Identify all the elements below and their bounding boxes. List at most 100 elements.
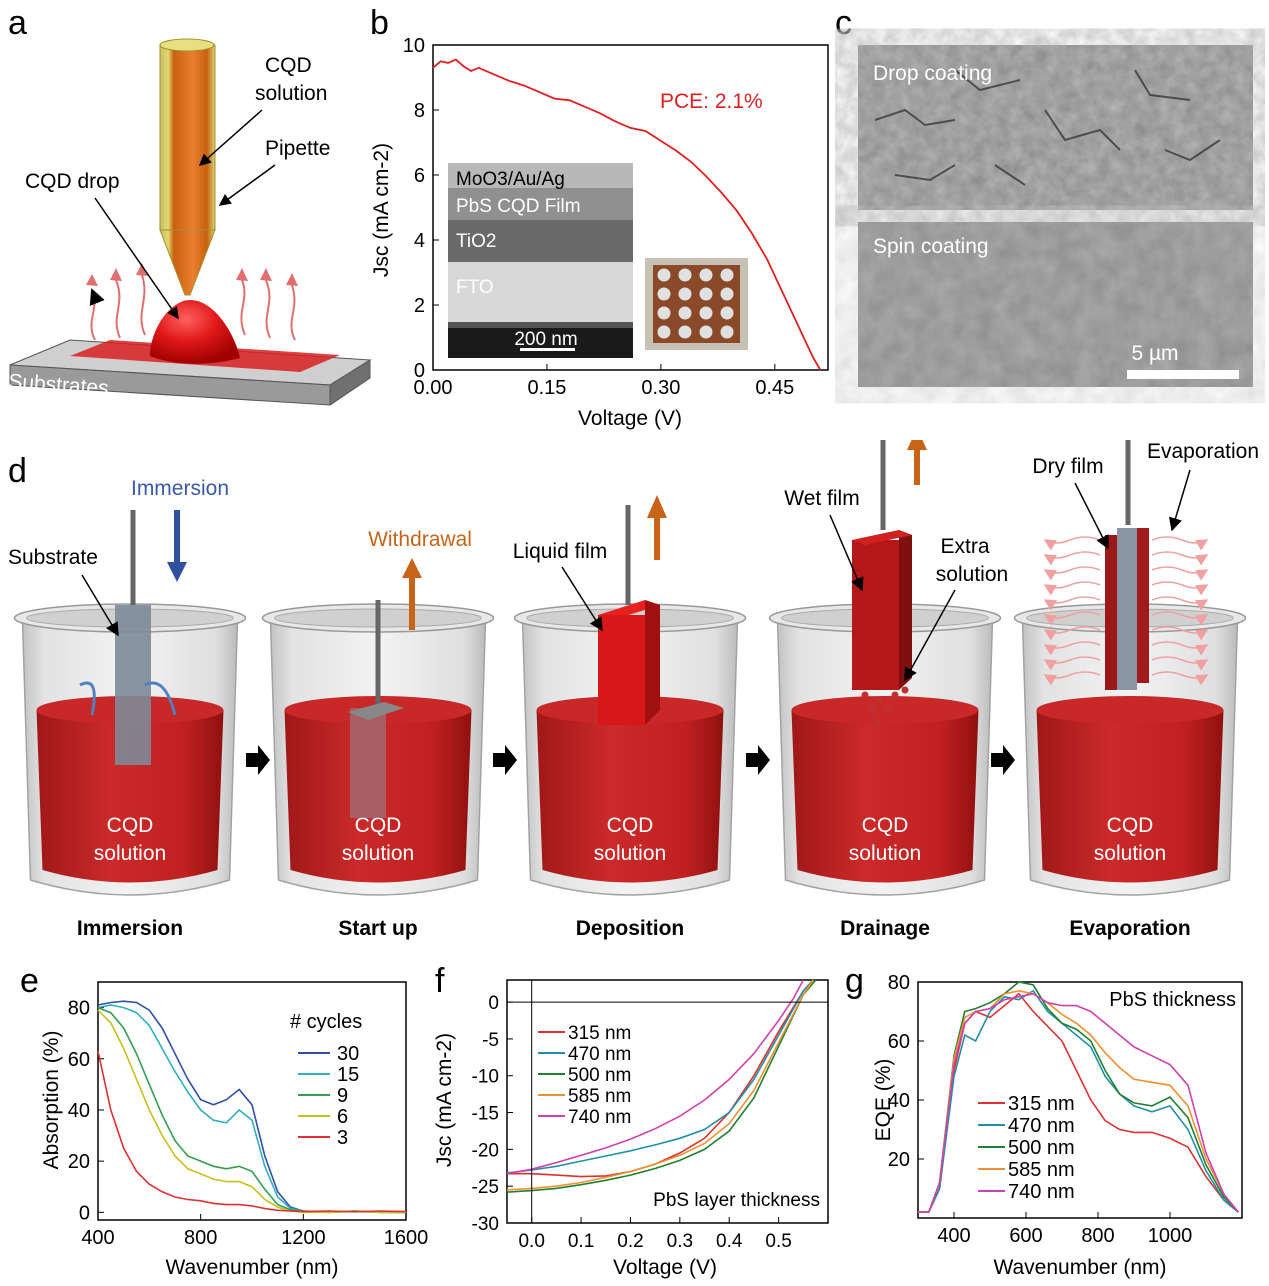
y-tick-label-f: -20: [472, 1140, 499, 1161]
y-tick-label-f: -30: [472, 1214, 499, 1235]
x-tick-label-e: 800: [184, 1227, 217, 1249]
inset-layer-film: PbS CQD Film: [456, 196, 581, 217]
legend-label-e: 3: [337, 1127, 348, 1149]
panel-d: d CQD solution Immersion CQD solution Start u…: [8, 440, 1259, 940]
legend-label-g: 585 nm: [1008, 1159, 1075, 1181]
y-tick-label-b: 0: [414, 360, 425, 382]
legend-label-e: 15: [337, 1064, 359, 1086]
annotation-wet-film: Wet film: [784, 487, 859, 510]
liquid-label-1: CQD: [1107, 814, 1154, 837]
legend-label-f: 500 nm: [568, 1065, 631, 1086]
annotation-substrate: Substrate: [8, 546, 98, 569]
legend-label-f: 740 nm: [568, 1107, 631, 1128]
y-tick-label-b: 8: [414, 100, 425, 122]
drop-coating-label: Drop coating: [873, 62, 992, 85]
step-arrow: [991, 745, 1015, 775]
x-axis-label-f: Voltage (V): [613, 1256, 717, 1279]
label-pipette: Pipette: [265, 137, 330, 160]
series-line-g-4: [918, 992, 1240, 1213]
x-tick-label-g: 400: [937, 1225, 970, 1247]
series-line-e-3: [97, 1009, 406, 1214]
step-title: Start up: [338, 917, 417, 940]
legend-label-f: 470 nm: [568, 1044, 631, 1065]
y-tick-label-e: 20: [68, 1151, 90, 1173]
step-arrow: [746, 745, 770, 775]
series-line-f-4: [506, 979, 805, 1175]
plot-frame-f: [506, 979, 829, 1224]
x-tick-label-f: 0.0: [518, 1231, 544, 1252]
pipette: [159, 44, 216, 231]
series-line-g-3: [918, 989, 1240, 1213]
inset-sem-cross-section: [448, 163, 633, 358]
y-tick-label-g: 40: [888, 1090, 910, 1112]
annotation-immersion: Immersion: [131, 477, 229, 500]
y-tick-label-e: 40: [68, 1100, 90, 1122]
annotation-liquid-film: Liquid film: [513, 540, 608, 563]
x-tick-label-b: 0.00: [414, 377, 453, 399]
liquid-film-plate: [598, 615, 645, 725]
liquid-label-1: CQD: [107, 814, 154, 837]
y-tick-label-f: 0: [488, 993, 499, 1014]
y-axis-label-e: Absorption (%): [40, 1031, 63, 1170]
panel-a: a CQD solution Pipette CQD drop Substrat…: [8, 4, 372, 406]
series-line-f-0: [507, 979, 814, 1178]
x-tick-label-f: 0.3: [667, 1231, 693, 1252]
scale-bar-label: 5 µm: [1131, 342, 1178, 365]
y-tick-label-f: -15: [472, 1104, 499, 1125]
x-tick-label-g: 600: [1009, 1225, 1042, 1247]
step-arrow: [246, 745, 270, 775]
series-line-b-0: [432, 58, 822, 371]
series-line-e-1: [97, 1004, 406, 1214]
x-tick-label-e: 1600: [384, 1227, 429, 1249]
legend-label-f: 585 nm: [568, 1086, 631, 1107]
y-tick-label-g: 20: [888, 1149, 910, 1171]
inset-scale-label: 200 nm: [514, 329, 577, 350]
y-tick-label-f: -25: [472, 1177, 499, 1198]
panel-letter-g: g: [845, 962, 864, 1000]
dry-film-right: [1137, 528, 1149, 683]
legend-label-f: 315 nm: [568, 1023, 631, 1044]
panel-c: c Drop coating Spin coating 5 µm: [835, 4, 1253, 387]
panel-letter-e: e: [20, 962, 39, 1000]
panel-letter-d: d: [8, 452, 27, 490]
label-cqd-drop: CQD drop: [25, 170, 120, 193]
y-tick-label-g: 60: [888, 1031, 910, 1053]
x-tick-label-b: 0.45: [755, 377, 794, 399]
y-tick-label-b: 4: [414, 230, 425, 252]
series-line-f-1: [506, 979, 814, 1174]
series-line-e-2: [97, 1006, 406, 1214]
legend-label-e: 9: [337, 1085, 348, 1107]
liquid-label-1: CQD: [862, 814, 909, 837]
step-title: Immersion: [77, 917, 183, 940]
liquid-label-2: solution: [1094, 842, 1166, 865]
series-line-g-2: [918, 981, 1239, 1213]
x-axis-label-g: Wavenumber (nm): [993, 1256, 1166, 1279]
cqd-liquid: [791, 710, 979, 883]
annotation-dry-film: Dry film: [1032, 455, 1103, 478]
inset-scale-bar: [520, 348, 575, 351]
x-tick-label-f: 0.5: [765, 1231, 791, 1252]
x-tick-label-f: 0.2: [617, 1231, 643, 1252]
plot-frame-g: [917, 981, 1243, 1219]
x-tick-label-e: 400: [81, 1227, 114, 1249]
cqd-drop: [150, 300, 240, 364]
series-line-g-0: [918, 992, 1239, 1213]
legend-label-g: 470 nm: [1008, 1115, 1075, 1137]
y-tick-label-g: 80: [888, 972, 910, 994]
liquid-label-2: solution: [594, 842, 666, 865]
series-line-e-4: [97, 1050, 407, 1213]
y-tick-label-b: 10: [403, 35, 425, 57]
series-line-f-3: [506, 979, 814, 1191]
liquid-label-2: solution: [849, 842, 921, 865]
series-line-f-2: [506, 979, 817, 1193]
x-tick-label-b: 0.15: [527, 377, 566, 399]
annotation-extra: Extra: [940, 535, 989, 558]
annotation-extra-solution: solution: [936, 563, 1008, 586]
x-tick-label-g: 800: [1081, 1225, 1114, 1247]
pce-label: PCE: 2.1%: [660, 90, 763, 113]
chart-g: g 400 600 800 1000 20 40 60 80 PbS thickness 315 n…: [845, 962, 1243, 1279]
x-axis-label-b: Voltage (V): [578, 407, 682, 430]
y-tick-label-e: 60: [68, 1049, 90, 1071]
x-tick-label-f: 0.4: [716, 1231, 743, 1252]
x-tick-label-b: 0.30: [641, 377, 680, 399]
